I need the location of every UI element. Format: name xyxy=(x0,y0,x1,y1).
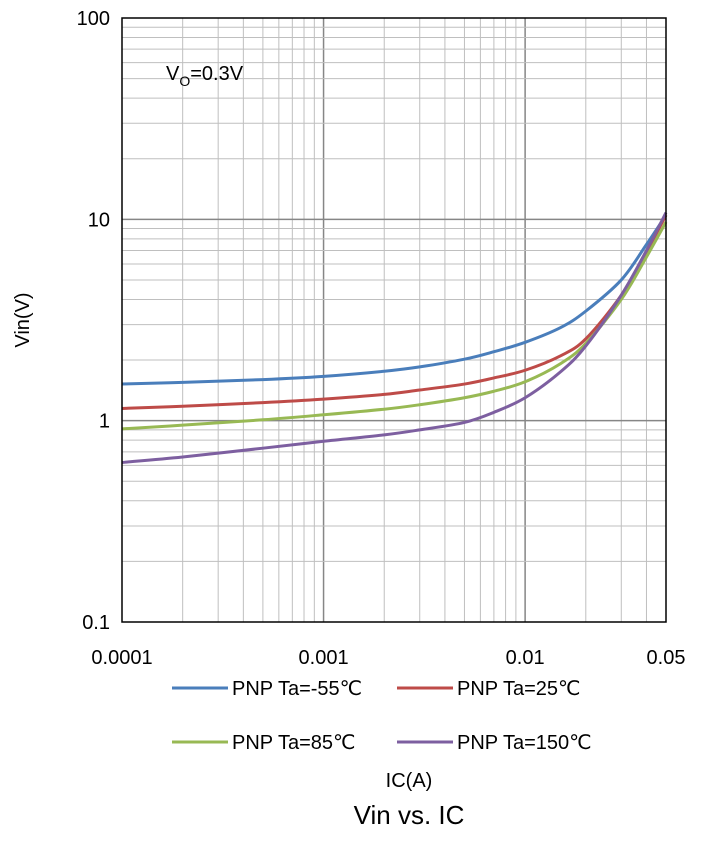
x-tick-label: 0.01 xyxy=(506,647,545,669)
x-tick-label: 0.0001 xyxy=(91,647,152,669)
series-lines xyxy=(121,211,668,464)
x-axis-label: IC(A) xyxy=(386,770,433,792)
y-axis-label: Vin(V) xyxy=(12,292,34,347)
y-tick-labels: 0.1 1 10 100 xyxy=(77,8,110,634)
legend-label: PNP Ta=85℃ xyxy=(232,732,355,754)
y-tick-label: 100 xyxy=(77,8,110,30)
annotation-sub: O xyxy=(179,73,190,89)
x-tick-label: 0.001 xyxy=(299,647,349,669)
series-line xyxy=(121,211,668,464)
x-tick-labels: 0.0001 0.001 0.01 0.05 xyxy=(91,647,685,669)
y-tick-label: 1 xyxy=(99,411,110,433)
legend-label: PNP Ta=-55℃ xyxy=(232,678,362,700)
legend: PNP Ta=-55℃ PNP Ta=25℃ PNP Ta=85℃ PNP Ta=15… xyxy=(172,678,592,754)
series-line xyxy=(121,221,668,431)
annotation-main: V xyxy=(166,63,180,85)
x-tick-label: 0.05 xyxy=(647,647,686,669)
y-tick-label: 0.1 xyxy=(82,612,110,634)
chart-title: Vin vs. IC xyxy=(354,800,465,830)
annotation-rest: =0.3V xyxy=(190,63,243,85)
grid xyxy=(122,18,666,622)
y-tick-label: 10 xyxy=(88,209,110,231)
annotation: VO=0.3V xyxy=(166,63,244,89)
legend-label: PNP Ta=150℃ xyxy=(457,732,592,754)
series-line xyxy=(121,214,668,386)
legend-label: PNP Ta=25℃ xyxy=(457,678,580,700)
plot-border xyxy=(121,17,667,623)
